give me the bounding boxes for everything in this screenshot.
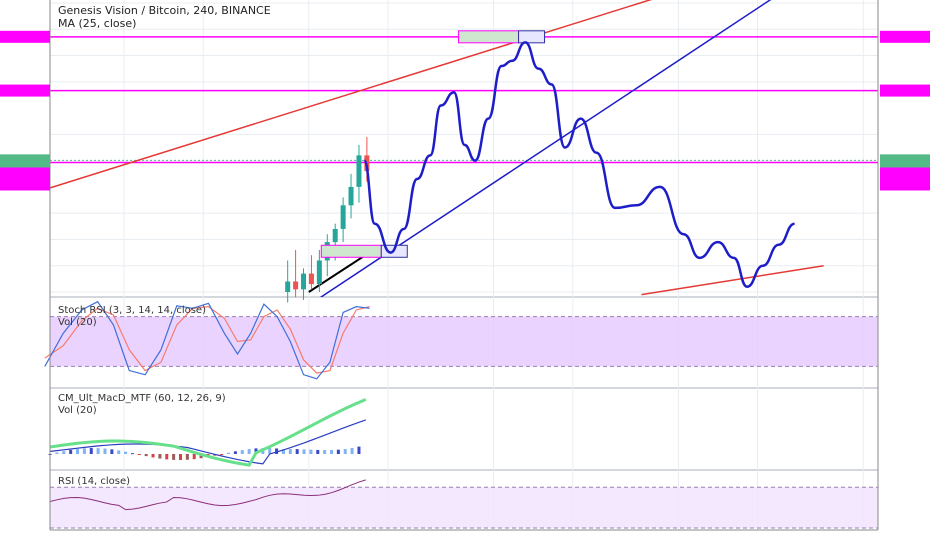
- price-badge-left: [0, 84, 50, 97]
- macd-pane: [48, 398, 367, 467]
- projection-path[interactable]: [363, 41, 795, 288]
- rsi-band: [50, 487, 878, 528]
- candle-body: [340, 205, 346, 229]
- macd-histogram-bar: [151, 454, 155, 458]
- macd-histogram-bar: [69, 449, 73, 454]
- macd-histogram-bar: [357, 446, 361, 454]
- candle-body: [293, 281, 299, 290]
- chart-grid: [50, 0, 878, 531]
- macd-histogram-bar: [103, 448, 107, 454]
- macd-histogram-bar: [96, 448, 100, 454]
- projection-curve[interactable]: [363, 41, 795, 288]
- macd-histogram-bar: [124, 451, 128, 454]
- macd-histogram-bar: [227, 452, 231, 454]
- macd-histogram-bar: [350, 447, 354, 454]
- macd-histogram-bar: [185, 454, 189, 460]
- macd-histogram-bar: [240, 450, 244, 454]
- macd-histogram-bar: [137, 454, 141, 455]
- macd-vol-label: Vol (20): [58, 405, 97, 416]
- stoch-rsi-pane: [44, 300, 878, 380]
- macd-histogram-bar: [220, 454, 224, 455]
- rsi-line: [49, 479, 366, 511]
- macd-histogram-bar: [192, 454, 196, 460]
- price-badge-left: [0, 178, 50, 191]
- stoch-d-line: [44, 306, 370, 374]
- price-badge-right: [880, 167, 930, 180]
- macd-histogram-bar: [275, 448, 279, 454]
- macd-histogram-bar: [281, 449, 285, 454]
- macd-histogram-bar: [55, 452, 59, 454]
- price-badge-right: [880, 154, 930, 167]
- macd-signal-line: [50, 419, 367, 465]
- candle-body: [308, 273, 314, 285]
- macd-histogram-bar: [199, 454, 203, 459]
- chart-title: Genesis Vision / Bitcoin, 240, BINANCE: [58, 4, 271, 17]
- sell-zone-box[interactable]: [458, 30, 520, 44]
- macd-main-line: [49, 398, 367, 467]
- price-badge-left: [0, 167, 50, 180]
- macd-histogram-bar: [336, 449, 340, 454]
- ma-legend: MA (25, close): [58, 17, 136, 30]
- macd-histogram-bar: [233, 451, 237, 454]
- macd-histogram-bar: [165, 454, 169, 460]
- axes: [0, 0, 930, 531]
- rsi-title: RSI (14, close): [58, 476, 130, 487]
- candle-body: [285, 281, 291, 292]
- macd-histogram-bar: [110, 449, 114, 454]
- price-badge-left: [0, 30, 50, 43]
- macd-histogram-bar: [76, 448, 80, 454]
- stoch-band: [50, 316, 878, 367]
- macd-histogram-bar: [62, 451, 66, 454]
- rsi-pane: [49, 479, 878, 529]
- candle-body: [301, 273, 307, 290]
- macd-histogram-bar: [323, 450, 327, 454]
- candle-body: [316, 260, 322, 285]
- macd-histogram-bar: [302, 449, 306, 454]
- sell-label-box[interactable]: [518, 30, 546, 44]
- trendline-red[interactable]: [641, 264, 824, 296]
- stoch-k-line: [44, 300, 370, 380]
- macd-histogram-bar: [117, 450, 121, 454]
- horizontal-levels[interactable]: [50, 36, 878, 164]
- price-badge-left: [0, 154, 50, 167]
- macd-histogram-bar: [309, 449, 313, 454]
- macd-histogram-bar: [343, 449, 347, 454]
- trendline-red[interactable]: [45, 0, 665, 190]
- candle-body: [356, 155, 362, 187]
- candle-body: [332, 228, 338, 243]
- buy-zone-box[interactable]: [320, 244, 382, 258]
- macd-histogram-bar: [130, 453, 134, 455]
- price-badge-right: [880, 178, 930, 191]
- macd-histogram-bar: [316, 449, 320, 454]
- macd-histogram-bar: [172, 454, 176, 460]
- macd-histogram-bar: [268, 448, 272, 454]
- macd-histogram-bar: [144, 454, 148, 457]
- stoch-title: Stoch RSI (3, 3, 14, 14, close): [58, 305, 206, 316]
- macd-histogram-bar: [295, 449, 299, 454]
- macd-histogram-bar: [158, 454, 162, 459]
- macd-histogram-bar: [89, 448, 93, 454]
- candle-body: [348, 186, 354, 206]
- stoch-vol-label: Vol (20): [58, 317, 97, 328]
- macd-histogram-bar: [330, 450, 334, 454]
- macd-title: CM_Ult_MacD_MTF (60, 12, 26, 9): [58, 393, 226, 404]
- price-badge-right: [880, 84, 930, 97]
- macd-histogram-bar: [247, 449, 251, 454]
- macd-histogram-bar: [178, 454, 182, 460]
- price-badge-right: [880, 30, 930, 43]
- macd-histogram-bar: [288, 449, 292, 454]
- macd-histogram-bar: [82, 448, 86, 454]
